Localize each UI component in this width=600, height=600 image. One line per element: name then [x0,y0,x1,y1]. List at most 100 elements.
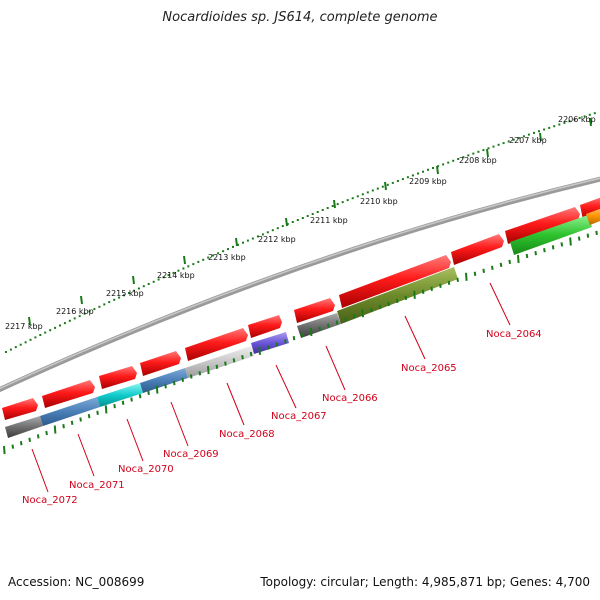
inner-tick-ruler [3,230,598,455]
gene-bar-noca-2068[interactable] [185,346,254,378]
gene-label[interactable]: Noca_2067 [271,411,327,422]
kbp-tick-label: 2215 kbp [106,289,144,298]
ruler-dot [187,265,190,268]
inner-ruler-tick [327,323,330,328]
inner-ruler-tick [3,445,6,455]
kbp-tick-label: 2217 kbp [5,322,43,331]
inner-ruler-tick [104,405,108,414]
gene-label[interactable]: Noca_2068 [219,429,275,440]
inner-ruler-tick [11,444,15,449]
ruler-dot [49,329,52,332]
ruler-major-tick [80,295,83,305]
gene-label-leader [170,401,189,447]
kbp-tick-label: 2216 kbp [56,307,94,316]
ruler-dot [593,112,596,115]
inner-ruler-tick [215,364,219,369]
inner-ruler-tick [465,272,468,281]
ruler-dot [447,161,450,164]
gene-bar-noca-2070[interactable] [97,383,143,407]
ruler-dot [246,239,249,242]
ruler-dot [9,348,12,351]
inner-ruler-tick [96,410,99,415]
inner-ruler-tick [482,268,485,273]
ruler-dot [242,241,244,244]
ruler-dot [422,170,424,173]
gene-arrow[interactable] [294,298,335,323]
gene-arrow[interactable] [505,207,580,244]
gene-label-leader [226,382,245,426]
inner-ruler-tick [79,417,82,422]
inner-ruler-tick [130,397,133,402]
ruler-dot [142,285,145,288]
inner-ruler-tick [207,366,210,375]
ruler-dot [583,115,586,118]
inner-ruler-tick [113,403,116,409]
gene-bar-noca-2066[interactable] [297,313,341,338]
gene-label[interactable]: Noca_2070 [118,464,174,475]
gene-label[interactable]: Noca_2064 [486,329,542,340]
gene-label-leader [404,315,426,360]
gene-label[interactable]: Noca_2069 [163,449,219,460]
inner-ruler-tick [309,327,313,336]
ruler-dot [326,207,329,209]
gene-arrow[interactable] [451,234,504,265]
ruler-dot [39,334,42,336]
gene-bar-orange[interactable] [586,207,600,225]
ruler-dot [527,133,530,136]
ruler-dot [281,225,284,228]
inner-ruler-tick [45,430,48,436]
ruler-dot [336,203,339,206]
ruler-dot [558,123,561,126]
gene-label[interactable]: Noca_2071 [69,480,125,491]
gene-arrow[interactable] [99,366,137,389]
kbp-tick-label: 2206 kbp [558,115,596,124]
gene-label[interactable]: Noca_2066 [322,393,378,404]
gene-arrow[interactable] [140,351,181,376]
ruler-dot [296,219,299,221]
ruler-dot [351,197,354,200]
ruler-dot [98,305,101,308]
gene-arrow[interactable] [339,255,451,308]
gene-bar-noca-2069[interactable] [140,368,188,393]
ruler-dot [83,312,86,315]
gene-arrow[interactable] [248,315,282,338]
inner-ruler-tick [87,413,91,419]
ruler-dot [487,147,490,150]
ruler-major-tick [589,117,592,127]
gene-label-leader [325,345,346,391]
gene-arrow[interactable] [185,328,248,361]
ruler-dot [396,180,399,182]
ruler-dot [44,331,47,334]
gene-label[interactable]: Noca_2065 [401,363,457,374]
ruler-dot [497,143,500,146]
ruler-dot [286,223,289,226]
gene-arrow[interactable] [2,398,38,420]
inner-ruler-tick [164,384,167,389]
kbp-tick-label: 2210 kbp [360,197,398,206]
gene-label[interactable]: Noca_2072 [22,495,78,506]
inner-ruler-tick [224,361,227,366]
inner-ruler-tick [473,271,477,276]
ruler-dot [276,227,279,230]
gene-label-leader [31,448,49,493]
inner-ruler-tick [395,298,399,304]
gene-bar-noca-2072[interactable] [5,416,43,438]
inner-ruler-tick [249,351,253,357]
gene-bar-noca-2065[interactable] [337,267,458,324]
gene-arrow[interactable] [42,380,95,408]
ruler-dot [391,181,394,184]
ruler-dot [371,189,374,192]
ruler-dot [202,258,205,261]
ruler-dot [291,221,294,223]
ruler-dot [177,269,180,272]
ruler-dot [68,319,71,322]
gene-bar-noca-2071[interactable] [40,397,100,426]
inner-ruler-tick [335,320,339,325]
kbp-tick-label: 2211 kbp [310,216,348,225]
gene-bar-green[interactable] [510,215,592,255]
ruler-dot [34,336,37,339]
ruler-major-tick [436,165,439,175]
ruler-dot [543,128,546,131]
ruler-dot [227,248,229,251]
